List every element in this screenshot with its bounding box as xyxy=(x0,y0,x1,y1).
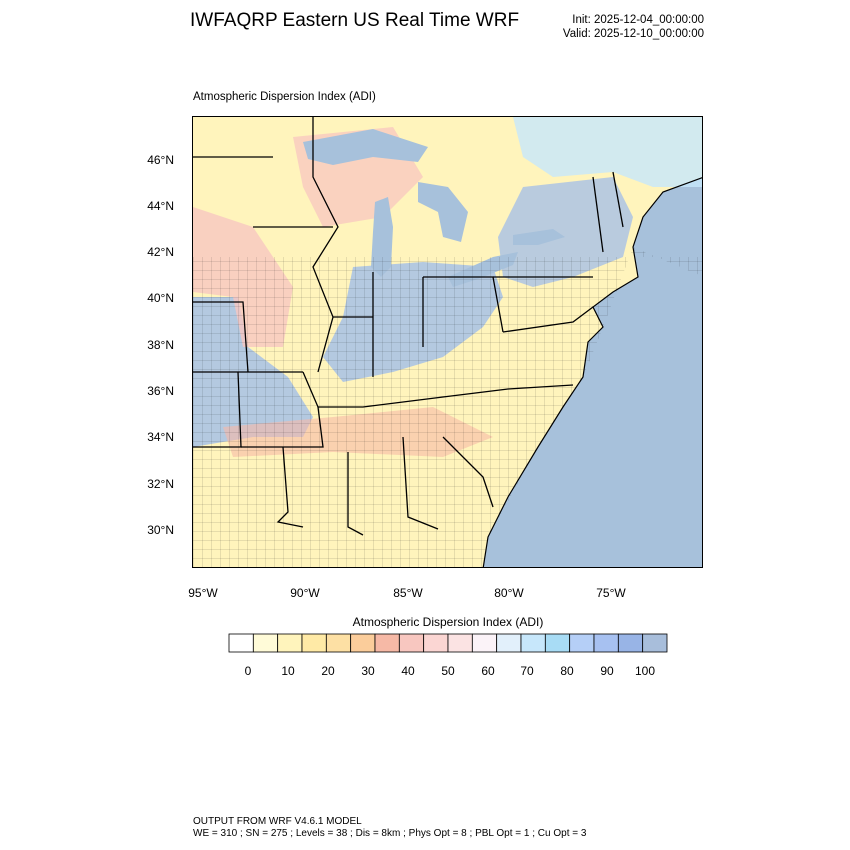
colorbar-swatch xyxy=(520,633,546,653)
colorbar-label-10: 10 xyxy=(281,664,295,678)
colorbar-swatch xyxy=(544,633,571,653)
lat-tick-30: 30°N xyxy=(147,523,174,537)
adi-map xyxy=(193,117,702,567)
colorbar-label-40: 40 xyxy=(401,664,415,678)
state-boundaries xyxy=(193,117,624,536)
colorbar-swatch xyxy=(277,633,303,653)
lat-tick-44: 44°N xyxy=(147,199,174,213)
coastline xyxy=(482,177,702,567)
valid-time: Valid: 2025-12-10_00:00:00 xyxy=(562,28,704,40)
lon-tick-95: 95°W xyxy=(188,586,218,600)
colorbar-label-50: 50 xyxy=(441,664,455,678)
colorbar-label-60: 60 xyxy=(481,664,495,678)
lon-tick-90: 90°W xyxy=(290,586,320,600)
lake-huron xyxy=(418,182,468,242)
lon-tick-75: 75°W xyxy=(596,586,626,600)
colorbar-swatch xyxy=(569,633,595,653)
colorbar-swatch xyxy=(471,633,498,653)
footer-line-2: WE = 310 ; SN = 275 ; Levels = 38 ; Dis … xyxy=(193,828,587,839)
region-lightblue-canada xyxy=(513,117,702,187)
colorbar-label-70: 70 xyxy=(520,664,534,678)
lat-tick-34: 34°N xyxy=(147,430,174,444)
colorbar-swatch xyxy=(496,633,522,653)
colorbar-label-20: 20 xyxy=(321,664,335,678)
lake-ontario xyxy=(513,229,565,245)
county-grid xyxy=(193,247,702,567)
colorbar-swatch xyxy=(593,633,619,653)
colorbar-swatch xyxy=(252,633,279,653)
colorbar-swatch xyxy=(423,633,449,653)
lat-tick-42: 42°N xyxy=(147,245,174,259)
colorbar-label-30: 30 xyxy=(361,664,375,678)
model-footer: OUTPUT FROM WRF V4.6.1 MODEL WE = 310 ; … xyxy=(193,816,586,840)
colorbar-swatch xyxy=(301,633,327,653)
colorbar-swatch xyxy=(325,633,352,653)
colorbar-label-90: 90 xyxy=(600,664,614,678)
colorbar-swatch xyxy=(228,633,254,653)
lat-tick-38: 38°N xyxy=(147,338,174,352)
colorbar-swatch xyxy=(617,633,644,653)
lon-tick-85: 85°W xyxy=(393,586,423,600)
colorbar-label-0: 0 xyxy=(244,664,252,678)
footer-line-1: OUTPUT FROM WRF V4.6.1 MODEL xyxy=(193,816,362,827)
colorbar-label-80: 80 xyxy=(560,664,574,678)
map-panel xyxy=(192,116,703,568)
lat-tick-36: 36°N xyxy=(147,384,174,398)
lat-tick-40: 40°N xyxy=(147,291,174,305)
lake-superior xyxy=(303,129,428,165)
colorbar-title: Atmospheric Dispersion Index (ADI) xyxy=(352,615,544,629)
run-times: Init: 2025-12-04_00:00:00 Valid: 2025-12… xyxy=(540,13,704,41)
colorbar xyxy=(228,633,668,653)
lat-tick-32: 32°N xyxy=(147,477,174,491)
init-time: Init: 2025-12-04_00:00:00 xyxy=(572,14,704,26)
lon-tick-80: 80°W xyxy=(494,586,524,600)
main-title: IWFAQRP Eastern US Real Time WRF xyxy=(190,10,520,31)
colorbar-swatch xyxy=(398,633,425,653)
colorbar-swatch xyxy=(642,633,668,653)
plot-title: Atmospheric Dispersion Index (ADI) xyxy=(193,91,376,103)
lat-tick-46: 46°N xyxy=(147,153,174,167)
colorbar-label-100: 100 xyxy=(634,664,656,678)
colorbar-swatch xyxy=(350,633,376,653)
colorbar-swatch xyxy=(447,633,473,653)
colorbar-swatch xyxy=(374,633,400,653)
